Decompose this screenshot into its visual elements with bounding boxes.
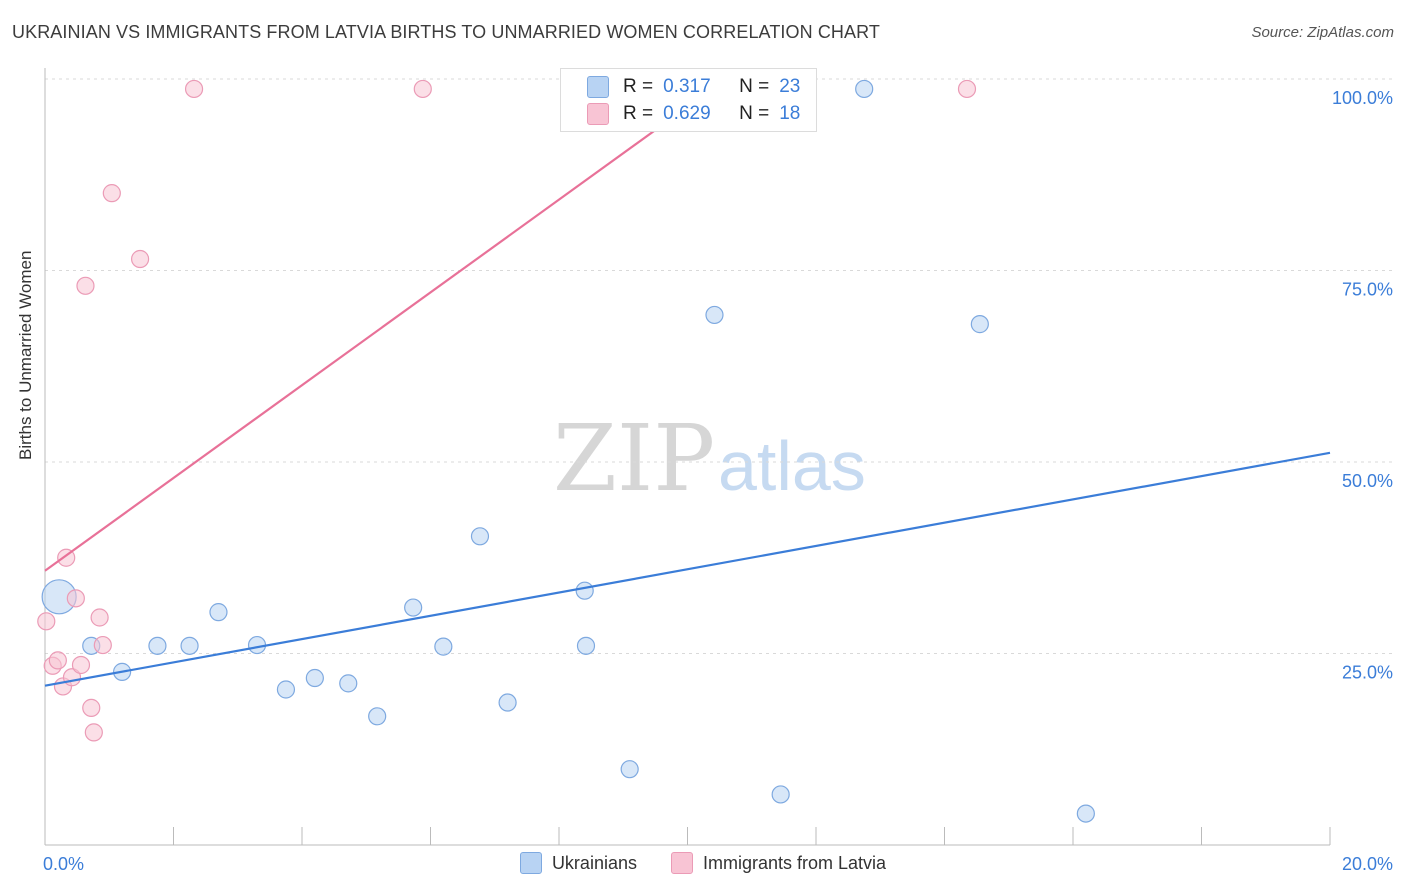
watermark-atlas: atlas: [718, 427, 866, 505]
inset-legend-row-latvia: R = 0.629 N = 18: [587, 101, 800, 127]
latvia-point: [82, 698, 101, 717]
latvia-point: [957, 79, 977, 99]
r-label: R =: [623, 76, 654, 97]
n-label: N =: [739, 103, 770, 124]
x-tick-label: 0.0%: [43, 854, 84, 874]
bottom-legend: Ukrainians Immigrants from Latvia: [0, 852, 1406, 874]
latvia-point: [66, 589, 85, 608]
ukrainians-point: [209, 603, 228, 622]
latvia-trend-line: [44, 78, 727, 572]
inset-legend: R = 0.317 N = 23 R = 0.629 N = 18: [560, 68, 817, 132]
y-axis-label: Births to Unmarried Women: [16, 250, 35, 460]
ukrainians-point: [368, 707, 387, 726]
ukrainians-point: [148, 636, 167, 655]
ukrainians-point: [180, 636, 199, 655]
latvia-point: [76, 276, 95, 295]
latvia-point: [90, 608, 109, 627]
latvia-point: [184, 79, 204, 99]
ukrainians-point: [771, 785, 790, 804]
ukrainians-swatch: [587, 76, 609, 98]
latvia-swatch: [587, 103, 609, 125]
legend-label-ukrainians: Ukrainians: [551, 852, 637, 873]
latvia-point: [93, 635, 112, 655]
ukrainians-trend-line: [44, 451, 1331, 687]
ukrainians-point: [404, 598, 423, 617]
n-label: N =: [739, 76, 770, 97]
ukrainians-point: [575, 581, 594, 600]
y-tick-label: 50.0%: [1342, 471, 1393, 491]
ukrainians-legend-swatch: [519, 852, 542, 874]
latvia-legend-swatch: [670, 852, 693, 874]
chart-title: UKRAINIAN VS IMMIGRANTS FROM LATVIA BIRT…: [12, 22, 880, 42]
ukrainians-point: [855, 79, 874, 99]
ukrainians-point: [1076, 804, 1095, 823]
latvia-point: [413, 79, 432, 99]
latvia-point: [71, 655, 91, 675]
n-value: 23: [779, 76, 801, 97]
ukrainians-point: [576, 636, 596, 655]
y-tick-label: 25.0%: [1342, 663, 1393, 683]
ukrainians-point: [620, 760, 639, 779]
latvia-point: [102, 184, 121, 203]
ukrainians-point: [970, 315, 989, 334]
legend-label-latvia: Immigrants from Latvia: [702, 852, 887, 873]
ukrainians-point: [705, 305, 724, 325]
ukrainians-point: [276, 680, 296, 699]
inset-legend-row-ukrainians: R = 0.317 N = 23: [587, 74, 800, 100]
latvia-point: [37, 612, 56, 631]
y-tick-label: 100.0%: [1332, 88, 1393, 108]
source-label: Source: ZipAtlas.com: [1251, 24, 1394, 41]
ukrainians-point: [434, 637, 453, 656]
ukrainians-point: [470, 527, 490, 546]
x-tick-label: 20.0%: [1342, 854, 1393, 874]
r-value: 0.317: [663, 76, 711, 97]
ukrainians-point: [498, 693, 517, 712]
latvia-point: [48, 651, 67, 670]
ukrainians-point: [305, 668, 324, 688]
legend-item-ukrainians[interactable]: Ukrainians: [519, 852, 637, 874]
latvia-point: [84, 723, 103, 742]
latvia-point: [130, 249, 150, 269]
r-value: 0.629: [663, 103, 711, 124]
legend-item-latvia[interactable]: Immigrants from Latvia: [670, 852, 887, 874]
n-value: 18: [779, 103, 801, 124]
r-label: R =: [623, 103, 654, 124]
watermark-zip: ZIP: [553, 405, 715, 512]
y-tick-label: 75.0%: [1342, 280, 1393, 300]
ukrainians-point: [339, 674, 358, 693]
